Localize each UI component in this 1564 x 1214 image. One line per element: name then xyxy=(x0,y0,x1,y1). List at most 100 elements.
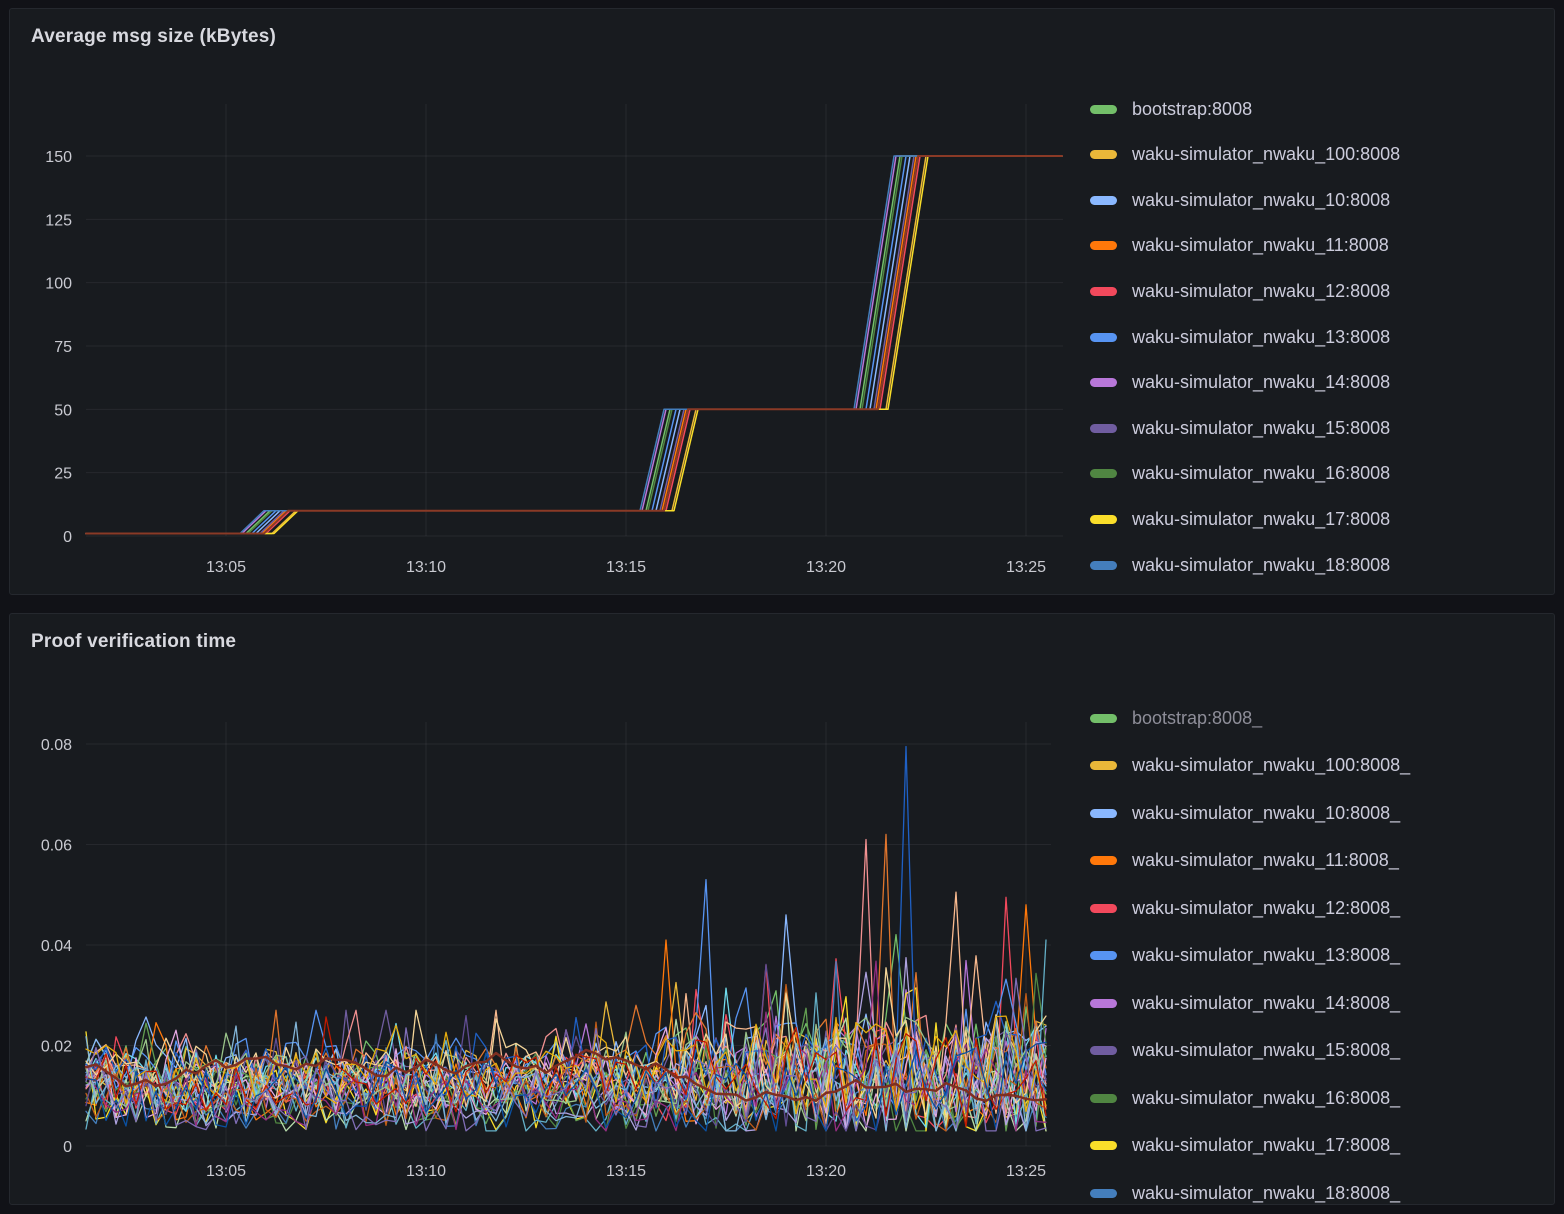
y-axis-tick-label: 0.04 xyxy=(41,938,72,955)
series-line xyxy=(85,1041,1047,1132)
series-line xyxy=(85,155,1063,535)
legend-item[interactable]: waku-simulator_nwaku_15:8008 xyxy=(1090,415,1390,441)
legend-item-label: waku-simulator_nwaku_15:8008 xyxy=(1132,417,1391,438)
y-axis-tick-label: 50 xyxy=(54,402,72,419)
panel-title: Average msg size (kBytes) xyxy=(31,26,277,47)
legend-item[interactable]: waku-simulator_nwaku_17:8008_ xyxy=(1090,1133,1400,1159)
proof-verification-chart[interactable]: 0 0.02 0.04 0.06 0.08 13:05 13:10 13:15 13:20 13:… xyxy=(10,614,1556,1206)
legend-item[interactable]: waku-simulator_nwaku_12:8008 xyxy=(1090,278,1390,304)
series-line xyxy=(85,155,1063,535)
legend-color-marker xyxy=(1090,241,1117,251)
legend-color-marker xyxy=(1090,195,1117,205)
x-axis-tick-label: 13:20 xyxy=(806,559,846,576)
legend-item-label: waku-simulator_nwaku_12:8008 xyxy=(1132,280,1391,301)
series-line xyxy=(85,155,1063,535)
legend-item-label: waku-simulator_nwaku_10:8008_ xyxy=(1132,802,1401,823)
series-line xyxy=(85,977,1047,1132)
y-axis-tick-label: 0 xyxy=(63,529,72,546)
legend-color-marker xyxy=(1090,1046,1117,1055)
legend-item-label: waku-simulator_nwaku_100:8008 xyxy=(1132,144,1401,165)
x-axis-tick-label: 13:25 xyxy=(1006,559,1046,576)
legend-item-label: waku-simulator_nwaku_17:8008 xyxy=(1132,508,1391,529)
legend-item-label: bootstrap:8008_ xyxy=(1132,707,1263,728)
series-line xyxy=(85,155,1063,535)
legend: bootstrap:8008_ waku-simulator_nwaku_100:… xyxy=(1090,614,1552,1204)
legend-item-label: waku-simulator_nwaku_17:8008_ xyxy=(1132,1135,1401,1155)
legend-item[interactable]: waku-simulator_nwaku_10:8008_ xyxy=(1090,800,1400,826)
avg-msg-size-chart[interactable]: 0 25 50 75 100 125 150 13:05 13:10 13:15 13:20 13:2… xyxy=(10,9,1556,596)
y-axis-tick-label: 100 xyxy=(45,276,72,293)
legend-color-marker xyxy=(1090,332,1117,342)
x-axis-tick-label: 13:15 xyxy=(606,559,646,576)
x-axis-tick-label: 13:10 xyxy=(406,1163,446,1180)
legend-item[interactable]: waku-simulator_nwaku_17:8008 xyxy=(1090,506,1390,532)
legend-color-marker xyxy=(1090,998,1117,1008)
panel-proof-verification: Proof verification time 0 0.02 0.04 0.06 0.0… xyxy=(9,613,1555,1205)
y-axis-tick-label: 0 xyxy=(63,1139,72,1156)
legend-item-label: waku-simulator_nwaku_18:8008 xyxy=(1132,554,1391,575)
series-line xyxy=(85,155,1063,535)
series-line-average xyxy=(84,1048,1048,1103)
y-axis-tick-label: 75 xyxy=(54,339,72,356)
legend-item-label: waku-simulator_nwaku_12:8008_ xyxy=(1132,897,1401,918)
series-line xyxy=(85,155,1063,535)
legend-color-marker xyxy=(1090,856,1117,865)
legend-color-marker xyxy=(1090,951,1117,960)
legend-item[interactable]: waku-simulator_nwaku_18:8008 xyxy=(1090,552,1390,578)
legend-item[interactable]: bootstrap:8008 xyxy=(1090,96,1252,122)
y-axis-tick-label: 0.08 xyxy=(41,737,72,754)
x-axis-tick-label: 13:05 xyxy=(206,1163,246,1180)
legend-color-marker xyxy=(1090,286,1117,296)
legend-item-label: waku-simulator_nwaku_15:8008_ xyxy=(1132,1040,1401,1060)
series-line xyxy=(85,155,1063,535)
series-line xyxy=(85,155,1063,535)
x-axis-tick-label: 13:25 xyxy=(1006,1163,1046,1180)
legend-item[interactable]: waku-simulator_nwaku_16:8008_ xyxy=(1090,1085,1400,1111)
legend-item-label: waku-simulator_nwaku_14:8008_ xyxy=(1132,992,1401,1013)
series-line xyxy=(85,1007,1047,1132)
y-axis-tick-label: 0.06 xyxy=(41,838,72,855)
legend-item[interactable]: waku-simulator_nwaku_10:8008 xyxy=(1090,187,1390,213)
series-line xyxy=(85,987,1047,1132)
legend-item[interactable]: waku-simulator_nwaku_11:8008_ xyxy=(1090,848,1399,874)
legend-item-label: waku-simulator_nwaku_11:8008_ xyxy=(1132,850,1399,870)
legend: bootstrap:8008 waku-simulator_nwaku_100:8… xyxy=(1090,9,1552,594)
legend-item[interactable]: waku-simulator_nwaku_16:8008 xyxy=(1090,461,1390,487)
series-line xyxy=(85,1016,1047,1128)
legend-item[interactable]: waku-simulator_nwaku_13:8008 xyxy=(1090,324,1390,350)
series-line xyxy=(85,155,1063,535)
x-axis-tick-label: 13:10 xyxy=(406,559,446,576)
y-axis-tick-label: 150 xyxy=(45,149,72,166)
legend-item-label: waku-simulator_nwaku_18:8008_ xyxy=(1132,1182,1401,1203)
legend-item[interactable]: waku-simulator_nwaku_11:8008 xyxy=(1090,233,1389,259)
legend-color-marker xyxy=(1090,423,1117,433)
legend-item-label: waku-simulator_nwaku_13:8008 xyxy=(1132,326,1391,347)
legend-item[interactable]: waku-simulator_nwaku_100:8008 xyxy=(1090,142,1400,168)
legend-item-label: waku-simulator_nwaku_11:8008 xyxy=(1132,235,1389,256)
x-axis-tick-label: 13:05 xyxy=(206,559,246,576)
legend-color-marker xyxy=(1090,560,1117,570)
legend-item-label: waku-simulator_nwaku_13:8008_ xyxy=(1132,945,1401,965)
legend-item[interactable]: waku-simulator_nwaku_14:8008_ xyxy=(1090,990,1400,1016)
panel-avg-msg-size: Average msg size (kBytes) 0 25 50 75 100 125 1… xyxy=(9,8,1555,595)
legend-color-marker xyxy=(1090,150,1117,160)
legend-item-label: bootstrap:8008 xyxy=(1132,98,1253,119)
legend-item[interactable]: bootstrap:8008_ xyxy=(1090,705,1262,731)
legend-item[interactable]: waku-simulator_nwaku_13:8008_ xyxy=(1090,943,1400,969)
series-line xyxy=(85,967,1047,1119)
legend-color-marker xyxy=(1090,1188,1117,1198)
legend-item[interactable]: waku-simulator_nwaku_18:8008_ xyxy=(1090,1180,1400,1206)
y-axis-tick-label: 25 xyxy=(54,466,72,483)
legend-color-marker xyxy=(1090,713,1117,723)
legend-item[interactable]: waku-simulator_nwaku_15:8008_ xyxy=(1090,1038,1400,1064)
legend-item-label: waku-simulator_nwaku_100:8008_ xyxy=(1132,755,1411,775)
legend-item-label: waku-simulator_nwaku_16:8008_ xyxy=(1132,1087,1401,1108)
legend-item[interactable]: waku-simulator_nwaku_14:8008 xyxy=(1090,370,1390,396)
x-axis-tick-label: 13:20 xyxy=(806,1163,846,1180)
series-line xyxy=(85,745,1047,1122)
legend-color-marker xyxy=(1090,514,1117,524)
y-axis-tick-label: 125 xyxy=(45,212,72,229)
legend-item[interactable]: waku-simulator_nwaku_100:8008_ xyxy=(1090,753,1410,779)
legend-item[interactable]: waku-simulator_nwaku_12:8008_ xyxy=(1090,895,1400,921)
legend-item-label: waku-simulator_nwaku_10:8008 xyxy=(1132,189,1391,210)
